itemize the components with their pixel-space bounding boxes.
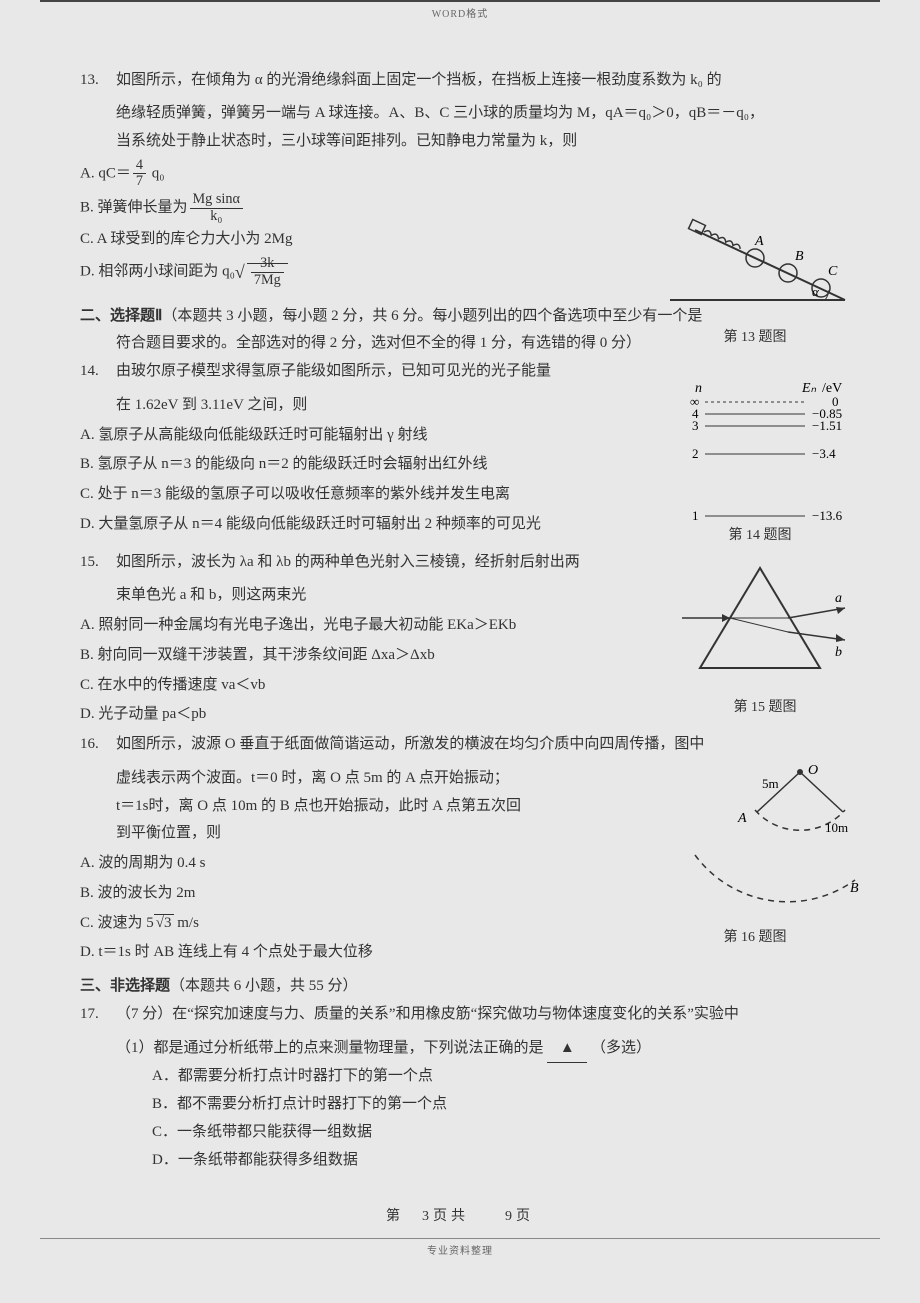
- content-area: 13. 如图所示，在倾角为 α 的光滑绝缘斜面上固定一个挡板，在挡板上连接一根劲…: [0, 37, 920, 1175]
- q13-optB-pre: B. 弹簧伸长量为: [80, 200, 188, 216]
- q15-svg: a b: [680, 560, 850, 680]
- q17-optA: A．都需要分析打点计时器打下的第一个点: [80, 1063, 840, 1091]
- q16-fig-caption: 第 16 题图: [650, 925, 860, 951]
- svg-text:Eₙ: Eₙ: [801, 381, 817, 396]
- q17-stem1: （7 分）在“探究加速度与力、质量的关系”和用橡皮筋“探究做功与物体速度变化的关…: [116, 1001, 840, 1029]
- svg-text:−3.4: −3.4: [812, 446, 836, 461]
- q15-fig-caption: 第 15 题图: [680, 695, 850, 721]
- section3-title: 三、非选择题（本题共 6 小题，共 55 分）: [80, 973, 840, 1001]
- q13-fig-A: A: [754, 234, 764, 249]
- q16-figure: O 5m 10m A B 第 16 题图: [650, 760, 860, 951]
- svg-text:A: A: [737, 811, 747, 826]
- svg-text:1: 1: [692, 508, 699, 523]
- q13-optA-pre: A. qC＝: [80, 165, 131, 181]
- footer-page: 第 3页共 9页: [0, 1174, 920, 1238]
- q15-number: 15.: [80, 549, 116, 577]
- q17-optD: D．一条纸带都能获得多组数据: [80, 1147, 840, 1175]
- q13-figure: A B C α 第 13 题图: [660, 210, 850, 351]
- header-format-label: WORD格式: [0, 4, 920, 37]
- q17: 17. （7 分）在“探究加速度与力、质量的关系”和用橡皮筋“探究做功与物体速度…: [80, 1001, 840, 1029]
- q13-stem-line1: 如图所示，在倾角为 α 的光滑绝缘斜面上固定一个挡板，在挡板上连接一根劲度系数为…: [116, 72, 722, 88]
- q13-optD-pre: D. 相邻两小球间距为 q₀: [80, 264, 235, 280]
- q13-stem-line2: 绝缘轻质弹簧，弹簧另一端与 A 球连接。A、B、C 三小球的质量均为 M，qA＝…: [80, 100, 840, 128]
- svg-text:b: b: [835, 645, 842, 660]
- q13-optB-frac: Mg sinαk₀: [190, 192, 243, 224]
- q13-optD-sqrt: 3k7Mg: [235, 256, 288, 288]
- page: WORD格式 13. 如图所示，在倾角为 α 的光滑绝缘斜面上固定一个挡板，在挡…: [0, 0, 920, 1303]
- svg-text:O: O: [808, 763, 818, 778]
- q16: 16. 如图所示，波源 O 垂直于纸面做简谐运动，所激发的横波在均匀介质中向四周…: [80, 731, 840, 759]
- svg-text:−13.6: −13.6: [812, 508, 843, 523]
- q14-number: 14.: [80, 358, 116, 386]
- svg-text:5m: 5m: [762, 776, 779, 791]
- q13: 13. 如图所示，在倾角为 α 的光滑绝缘斜面上固定一个挡板，在挡板上连接一根劲…: [80, 67, 840, 95]
- q13-optA-frac: 47: [133, 158, 146, 190]
- svg-text:2: 2: [692, 446, 699, 461]
- q17-number: 17.: [80, 1001, 116, 1029]
- q16-stem1: 如图所示，波源 O 垂直于纸面做简谐运动，所激发的横波在均匀介质中向四周传播，图…: [116, 731, 840, 759]
- svg-text:3: 3: [692, 418, 699, 433]
- q13-number: 13.: [80, 67, 116, 95]
- q17-optC: C．一条纸带都只能获得一组数据: [80, 1119, 840, 1147]
- svg-text:a: a: [835, 591, 842, 606]
- q14-figure: n Eₙ /eV ∞ 0 4 −0.85 3 −1.51 2 −3.4 1 −1…: [670, 380, 860, 549]
- footer-note: 专业资料整理: [40, 1238, 880, 1262]
- q17-blank: ▲: [547, 1035, 587, 1064]
- svg-text:−1.51: −1.51: [812, 418, 842, 433]
- svg-text:B: B: [850, 881, 859, 896]
- q13-optA-post: q₀: [148, 165, 164, 181]
- q17-optB: B．都不需要分析打点计时器打下的第一个点: [80, 1091, 840, 1119]
- q13-svg: A B C α: [660, 210, 850, 310]
- svg-text:10m: 10m: [825, 820, 848, 835]
- q15-figure: a b 第 15 题图: [680, 560, 850, 721]
- q16-svg: O 5m 10m A B: [650, 760, 860, 910]
- q16-number: 16.: [80, 731, 116, 759]
- q17-sub1: （1）都是通过分析纸带上的点来测量物理量，下列说法正确的是 ▲ （多选）: [80, 1035, 840, 1064]
- q13-optA: A. qC＝47 q₀: [80, 158, 840, 190]
- q13-fig-alpha: α: [812, 284, 820, 299]
- q13-fig-C: C: [828, 264, 838, 279]
- q13-fig-B: B: [795, 249, 804, 264]
- q13-stem-line3: 当系统处于静止状态时，三小球等间距排列。已知静电力常量为 k，则: [80, 128, 840, 156]
- q13-body: 如图所示，在倾角为 α 的光滑绝缘斜面上固定一个挡板，在挡板上连接一根劲度系数为…: [116, 67, 840, 95]
- q14-svg: n Eₙ /eV ∞ 0 4 −0.85 3 −1.51 2 −3.4 1 −1…: [670, 380, 860, 530]
- q13-fig-caption: 第 13 题图: [660, 325, 850, 351]
